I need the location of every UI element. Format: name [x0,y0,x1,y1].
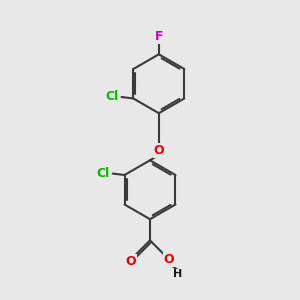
Text: H: H [173,269,183,279]
Text: Cl: Cl [97,167,110,180]
Text: Cl: Cl [106,91,119,103]
Text: F: F [154,30,163,43]
Text: O: O [164,253,175,266]
Text: O: O [154,144,164,157]
Text: O: O [125,254,136,268]
